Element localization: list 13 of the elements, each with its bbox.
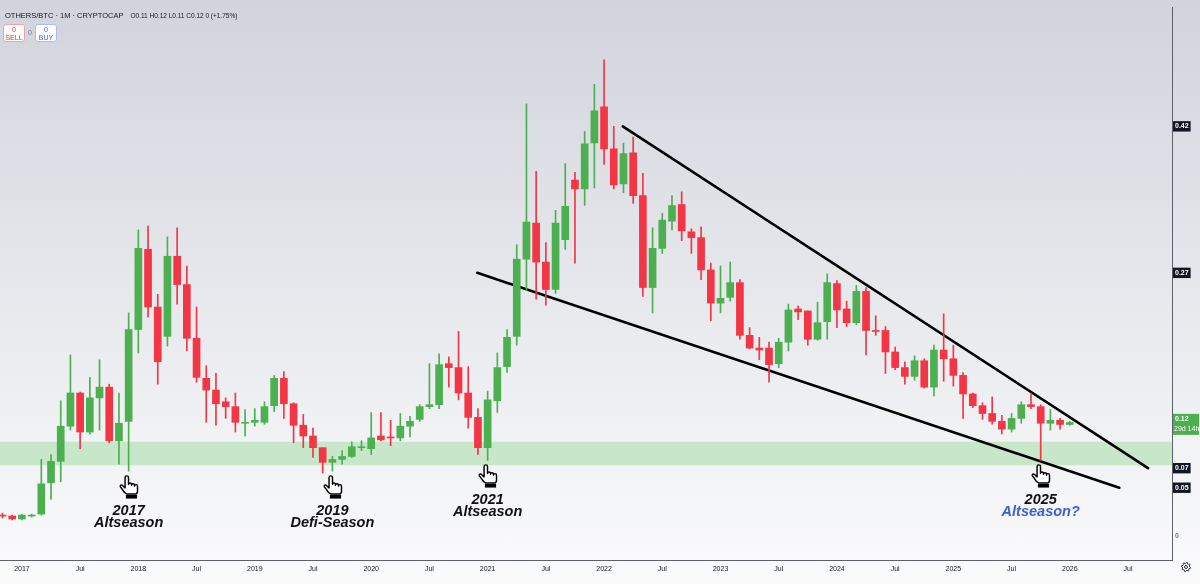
candlestick — [871, 315, 880, 336]
candlestick — [241, 409, 249, 437]
annotation: 2025 — [1023, 491, 1058, 508]
candlestick — [202, 365, 211, 423]
candlestick — [1027, 392, 1035, 409]
candlestick — [338, 450, 346, 465]
candlestick — [250, 408, 259, 427]
candlestick — [367, 412, 376, 455]
candlestick — [115, 392, 123, 465]
candlestick — [212, 373, 220, 426]
candlestick — [571, 171, 579, 264]
candlestick — [377, 412, 385, 442]
candlestick — [445, 356, 453, 388]
